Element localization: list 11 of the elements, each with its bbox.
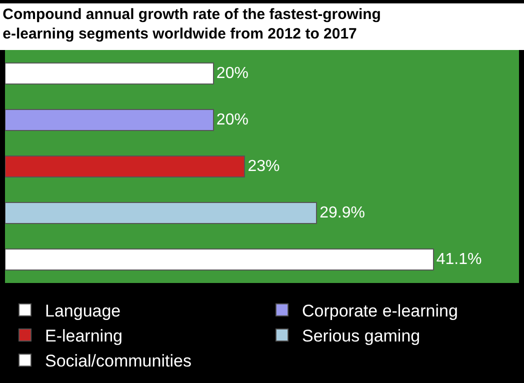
legend-label: Social/communities bbox=[45, 352, 192, 371]
legend-label: E-learning bbox=[45, 326, 122, 346]
legend-label: Corporate e-learning bbox=[302, 302, 458, 320]
data-label: 41.1% bbox=[436, 251, 482, 268]
legend-label: Language bbox=[45, 302, 121, 320]
data-label: 29.9% bbox=[320, 204, 365, 222]
legend-label: Serious gaming bbox=[302, 326, 420, 346]
chart-title: Compound annual growth rate of the fastest-growing e-learning segments worldwide from 2012 to 2017 bbox=[2, 6, 381, 43]
data-label: 23% bbox=[248, 158, 280, 176]
data-label: 20% bbox=[216, 111, 248, 128]
data-label: 20% bbox=[216, 64, 248, 82]
